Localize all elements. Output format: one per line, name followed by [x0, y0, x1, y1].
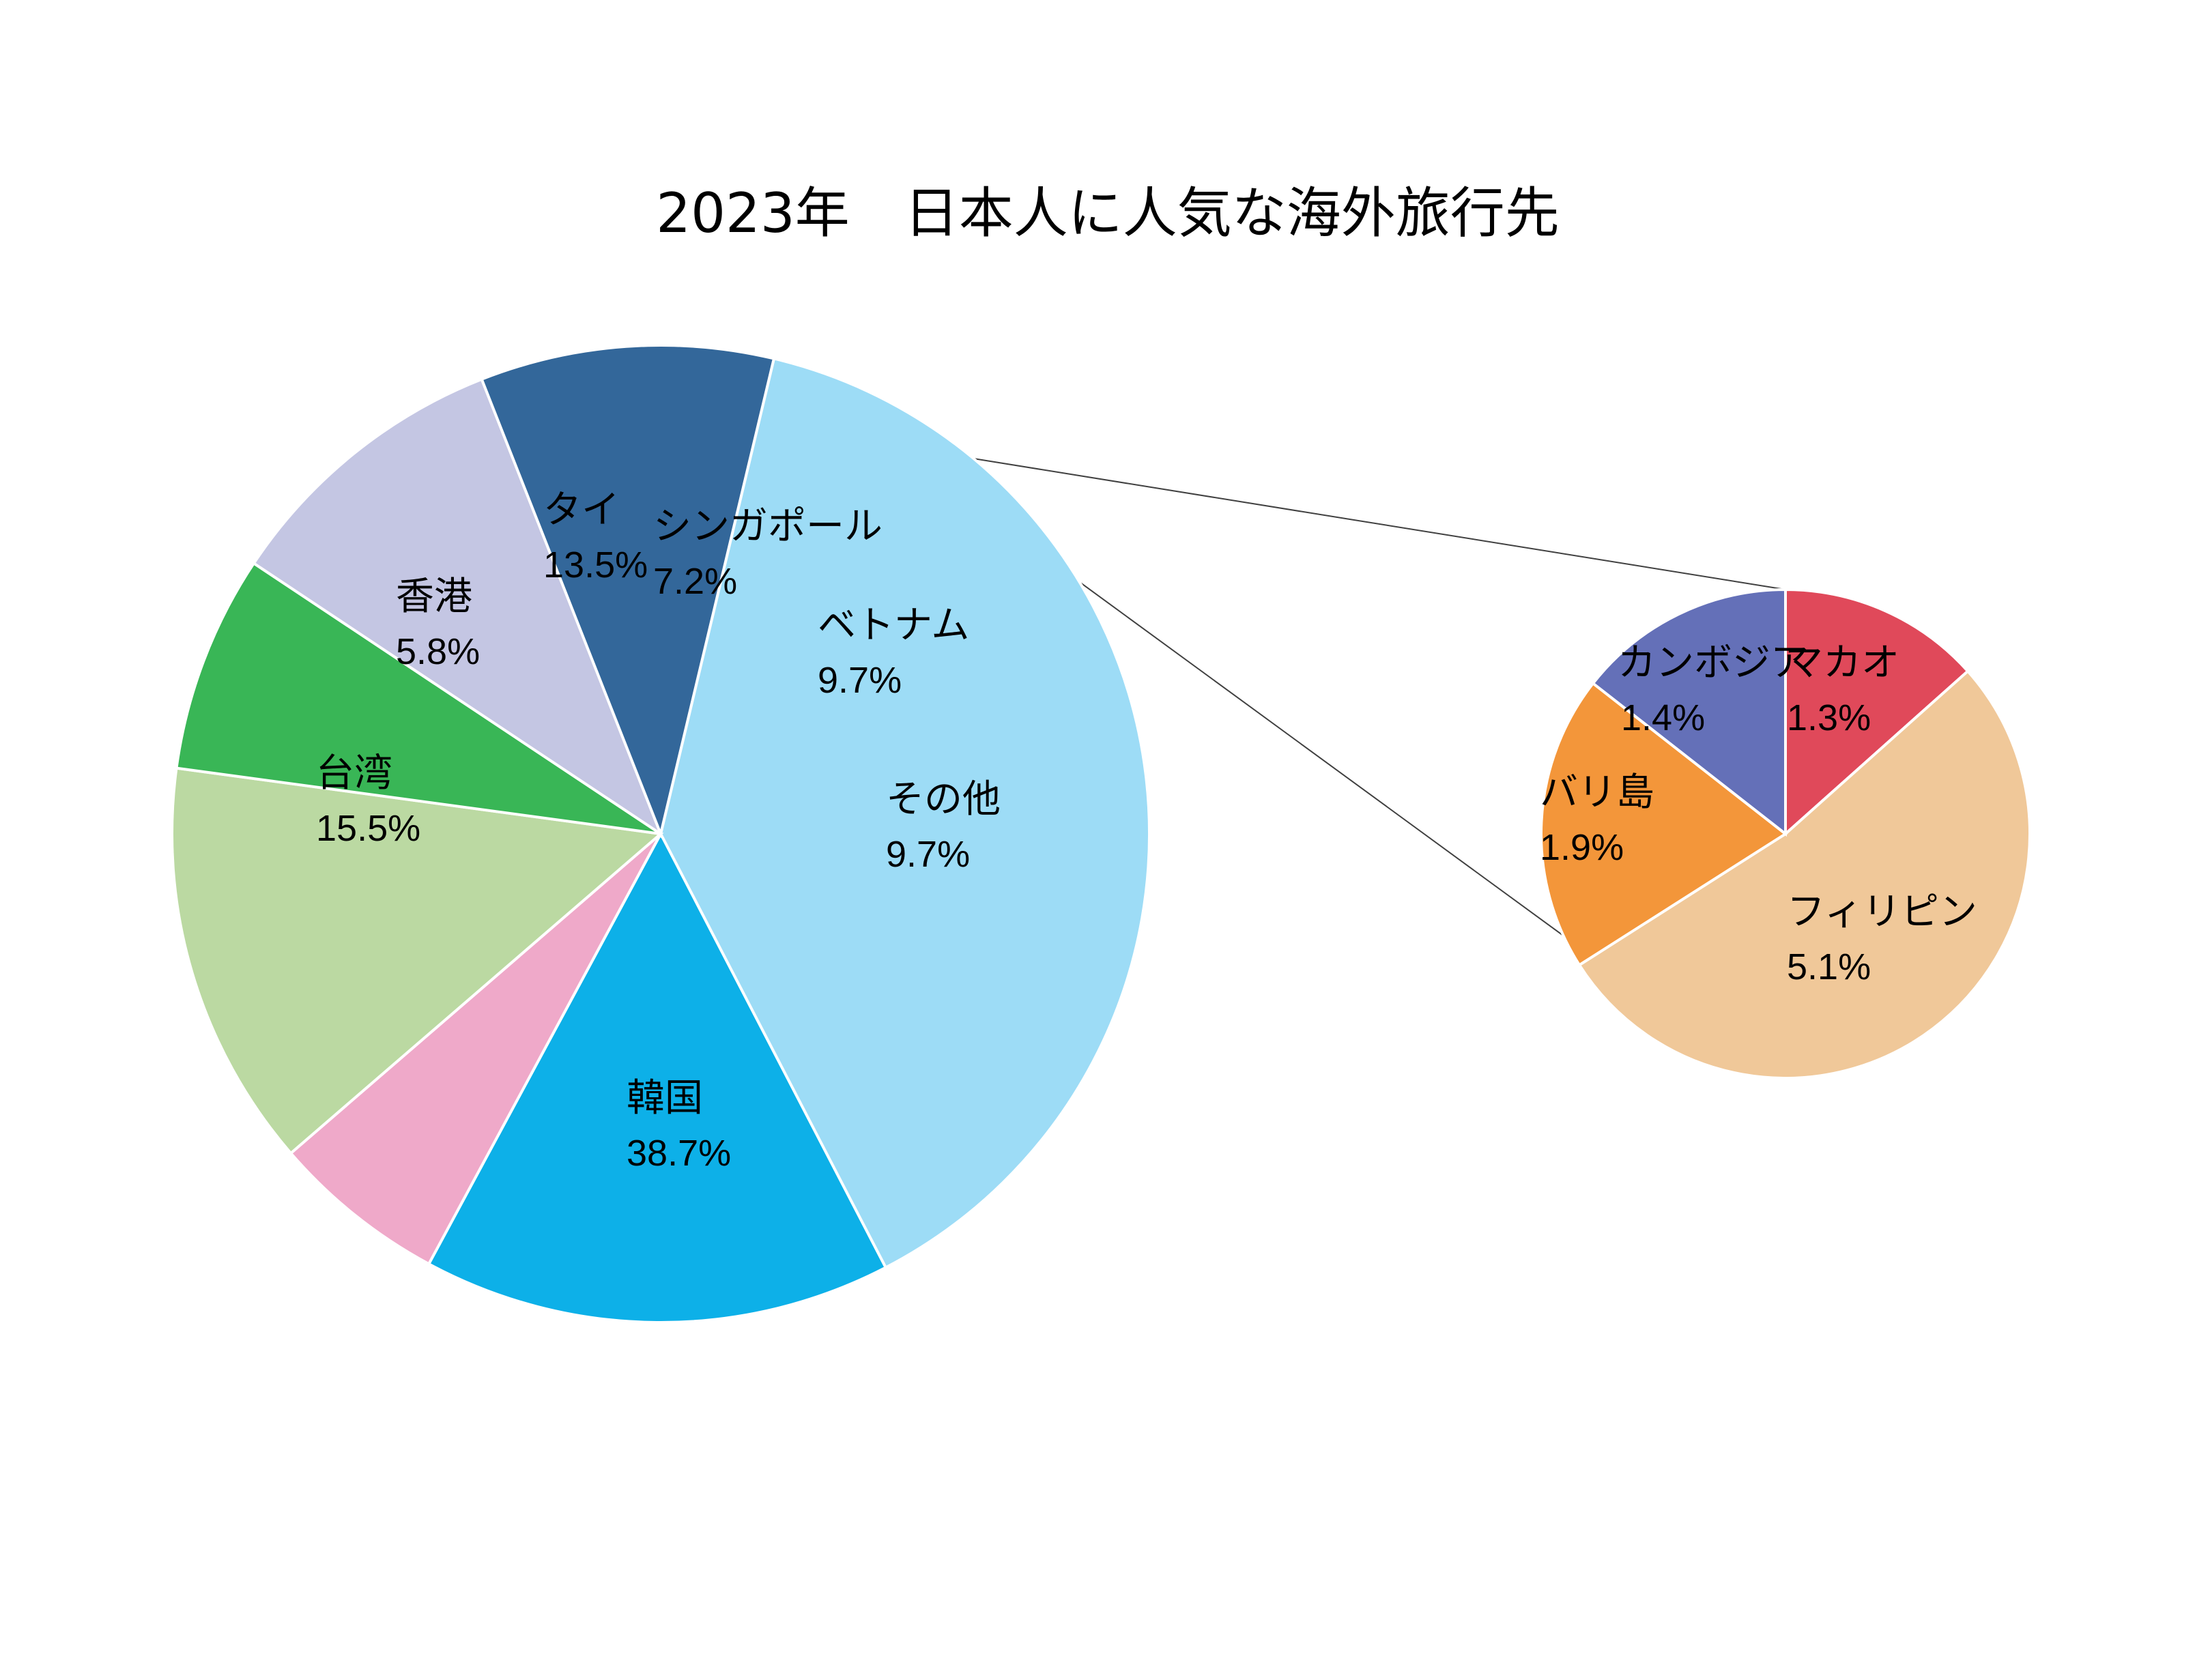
sub-pie-slice	[1591, 588, 1787, 837]
sub-pie-label-value: 5.1%	[1787, 946, 1871, 987]
main-pie-slice	[175, 561, 662, 835]
main-pie-label-name: ベトナム	[818, 603, 969, 648]
main-pie-label-name: タイ	[543, 488, 620, 532]
data-labels: 韓国 38.7% 台湾 15.5% 香港 5.8% タイ 13.5%シンガポール 7.2% ベトナ…	[316, 488, 1977, 1174]
main-pie-slice	[171, 766, 664, 1155]
main-pie-label-name: 韓国	[627, 1076, 703, 1120]
main-pie-label-value: 9.7%	[818, 660, 902, 701]
sub-pie-label-name: バリ島	[1540, 770, 1654, 815]
sub-pie-label-name: カンボジア	[1618, 641, 1809, 685]
main-pie-label-value: 9.7%	[886, 834, 970, 875]
chart-title: 2023年 日本人に人気な海外旅行先	[656, 182, 1560, 245]
main-pie	[171, 344, 1151, 1324]
sub-pie-slice	[1577, 669, 2031, 1080]
sub-pie-label-name: フィリピン	[1787, 890, 1977, 934]
main-pie-slice	[289, 832, 662, 1266]
main-pie-label-value: 13.5%	[543, 545, 648, 585]
main-pie-label-name: 台湾	[316, 751, 392, 796]
main-pie-slice	[659, 357, 1151, 1270]
sub-pie-slice	[1784, 588, 1970, 837]
main-pie-label-value: 38.7%	[627, 1133, 731, 1174]
main-pie-slice	[427, 830, 888, 1324]
sub-pie-label-name: マカオ	[1785, 641, 1899, 685]
main-pie-slice	[480, 344, 776, 839]
main-pie-slice	[252, 377, 664, 838]
main-pie-label-name: その他	[886, 777, 1001, 822]
sub-pie	[1540, 588, 2031, 1080]
sub-pie-label-value: 1.9%	[1540, 827, 1624, 868]
main-pie-label-name: 香港	[396, 575, 472, 619]
main-pie-label-value: 15.5%	[316, 808, 420, 849]
main-pie-label-value: 7.2%	[653, 561, 737, 602]
sub-pie-label-value: 1.4%	[1621, 697, 1705, 738]
sub-pie-label-value: 1.3%	[1787, 697, 1871, 738]
main-pie-label-value: 5.8%	[396, 631, 480, 672]
main-pie-label-name: シンガポール	[653, 504, 883, 549]
sub-pie-slice	[1540, 681, 1788, 967]
